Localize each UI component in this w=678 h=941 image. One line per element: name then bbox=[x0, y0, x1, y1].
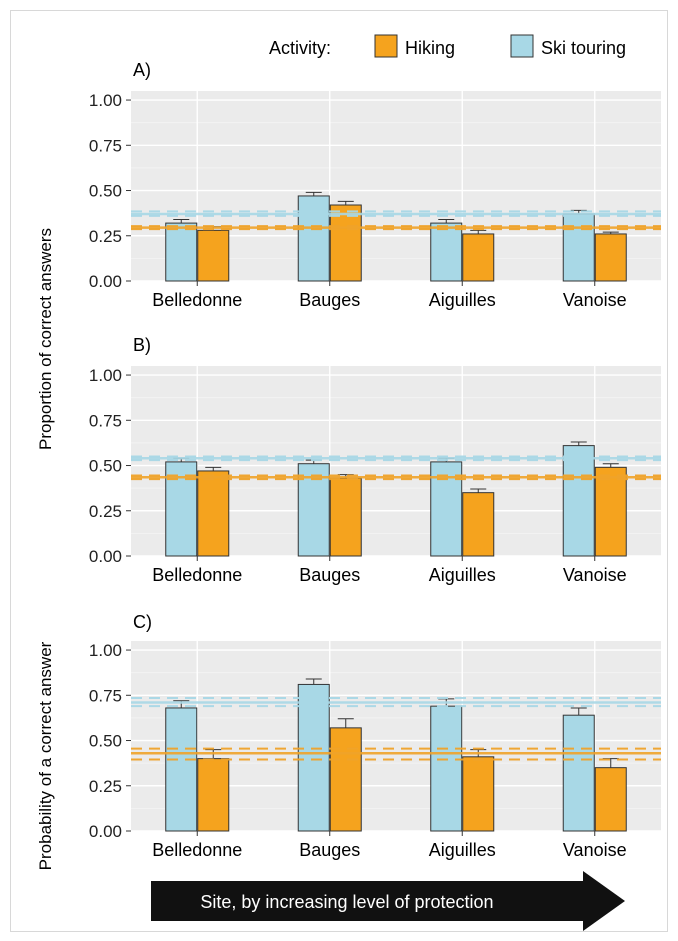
y-tick-label: 0.75 bbox=[89, 686, 122, 705]
legend: Activity: Hiking Ski touring bbox=[269, 34, 626, 58]
bar-hiking bbox=[197, 229, 230, 282]
bar-hiking bbox=[594, 466, 627, 557]
y-tick-label: 0.50 bbox=[89, 457, 122, 476]
x-tick-label: Vanoise bbox=[563, 290, 627, 310]
bar-ski-touring bbox=[165, 707, 198, 832]
x-tick-label: Bauges bbox=[299, 565, 360, 585]
bar-hiking bbox=[594, 767, 627, 832]
bar-hiking bbox=[197, 470, 230, 557]
panels: 0.00 0.25 0.50 0.75 1.00 Belledonne Bauges Aigu… bbox=[89, 60, 661, 860]
bar-ski-touring bbox=[430, 222, 463, 282]
arrow-label: Site, by increasing level of protection bbox=[200, 892, 493, 912]
bar-hiking bbox=[594, 233, 627, 282]
y-tick-label: 0.50 bbox=[89, 182, 122, 201]
legend-title: Activity: bbox=[269, 38, 331, 58]
x-tick-label: Belledonne bbox=[152, 290, 242, 310]
x-tick-label: Belledonne bbox=[152, 840, 242, 860]
y-tick-label: 0.75 bbox=[89, 136, 122, 155]
legend-key-hiking bbox=[374, 34, 398, 58]
y-axis-title-bottom: Probability of a correct answer bbox=[36, 641, 55, 870]
y-tick-label: 0.25 bbox=[89, 227, 122, 246]
y-tick-label: 0.25 bbox=[89, 777, 122, 796]
bar-hiking bbox=[197, 758, 230, 832]
bar-ski-touring bbox=[165, 222, 198, 282]
x-tick-label: Aiguilles bbox=[429, 290, 496, 310]
x-tick-label: Bauges bbox=[299, 290, 360, 310]
figure-frame: Activity: Hiking Ski touring Proportion … bbox=[10, 10, 668, 932]
y-tick-label: 0.75 bbox=[89, 411, 122, 430]
panel-label: C) bbox=[133, 612, 152, 632]
y-tick-label: 0.00 bbox=[89, 547, 122, 566]
bar-ski-touring bbox=[562, 445, 595, 557]
y-tick-label: 1.00 bbox=[89, 366, 122, 385]
panel-a: 0.00 0.25 0.50 0.75 1.00 Belledonne Bauges Aigu… bbox=[89, 60, 661, 310]
y-tick-label: 1.00 bbox=[89, 91, 122, 110]
panel-c: 0.00 0.25 0.50 0.75 1.00 Belledonne Bauges Aigu… bbox=[89, 612, 661, 860]
bar-hiking bbox=[329, 727, 362, 832]
arrow-shape bbox=[151, 871, 625, 931]
x-tick-label: Belledonne bbox=[152, 565, 242, 585]
bar-hiking bbox=[462, 492, 495, 557]
bar-ski-touring bbox=[562, 714, 595, 832]
legend-label-hiking: Hiking bbox=[405, 38, 455, 58]
bar-ski-touring bbox=[297, 195, 330, 282]
panel-b: 0.00 0.25 0.50 0.75 1.00 Belledonne Bauges Aigu… bbox=[89, 335, 661, 585]
x-tick-label: Bauges bbox=[299, 840, 360, 860]
y-tick-label: 0.25 bbox=[89, 502, 122, 521]
bar-ski-touring bbox=[430, 705, 463, 832]
bar-ski-touring bbox=[562, 213, 595, 282]
y-tick-label: 0.50 bbox=[89, 732, 122, 751]
x-tick-label: Aiguilles bbox=[429, 840, 496, 860]
bar-hiking bbox=[462, 756, 495, 832]
x-tick-label: Vanoise bbox=[563, 565, 627, 585]
bar-hiking bbox=[462, 233, 495, 282]
y-tick-label: 0.00 bbox=[89, 272, 122, 291]
y-tick-label: 1.00 bbox=[89, 641, 122, 660]
bar-ski-touring bbox=[297, 683, 330, 832]
bar-hiking bbox=[329, 477, 362, 557]
legend-key-ski-touring bbox=[510, 34, 534, 58]
legend-label-ski-touring: Ski touring bbox=[541, 38, 626, 58]
y-tick-label: 0.00 bbox=[89, 822, 122, 841]
x-tick-label: Aiguilles bbox=[429, 565, 496, 585]
x-tick-label: Vanoise bbox=[563, 840, 627, 860]
y-axis-title-top: Proportion of correct answers bbox=[36, 228, 55, 450]
protection-arrow: Site, by increasing level of protection bbox=[151, 871, 625, 931]
panel-label: B) bbox=[133, 335, 151, 355]
panel-label: A) bbox=[133, 60, 151, 80]
figure: Activity: Hiking Ski touring Proportion … bbox=[36, 34, 661, 931]
